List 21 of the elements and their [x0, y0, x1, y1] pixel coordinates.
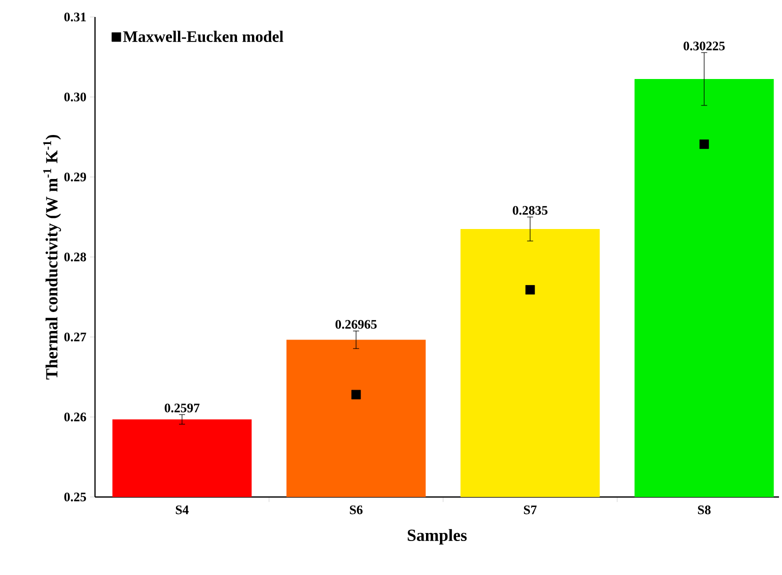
- data-label: 0.30225: [684, 42, 725, 50]
- y-tick-label: 0.31: [64, 12, 86, 22]
- point: [351, 390, 361, 400]
- x-tick-label: S4: [176, 506, 189, 514]
- y-tick-label: 0.26: [64, 412, 86, 422]
- x-axis-title: Samples: [408, 529, 467, 544]
- y-tick-label: 0.30: [64, 92, 86, 102]
- point: [699, 139, 709, 149]
- y-tick-label: 0.28: [64, 252, 86, 262]
- y-tick-label: 0.25: [64, 492, 86, 502]
- x-tick-label: S6: [350, 506, 363, 514]
- data-label: 0.2835: [512, 206, 548, 215]
- point: [525, 285, 535, 294]
- legend-label: Maxwell-Eucken model: [123, 30, 284, 42]
- data-label: 0.26965: [336, 320, 377, 329]
- data-label: 0.2597: [164, 404, 200, 412]
- x-tick-label: S7: [524, 506, 537, 514]
- y-tick-label: 0.29: [64, 172, 86, 182]
- y-axis-title: Thermal conductivity (W m$^{-1}$ K$^{-1}$): [43, 134, 61, 380]
- y-tick-label: 0.27: [64, 332, 86, 342]
- x-tick-label: S8: [698, 506, 711, 514]
